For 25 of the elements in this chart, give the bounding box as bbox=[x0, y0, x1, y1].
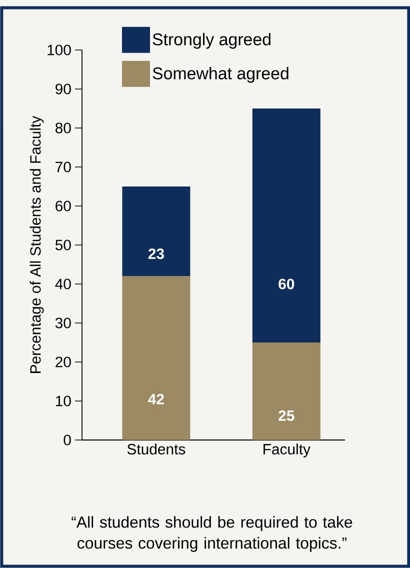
y-tick-label: 100 bbox=[48, 44, 71, 56]
legend-label: Somewhat agreed bbox=[152, 66, 288, 83]
y-tick-label: 60 bbox=[56, 200, 71, 212]
y-tick-label: 40 bbox=[55, 278, 71, 290]
bar bbox=[252, 342, 320, 440]
y-tick-label: 10 bbox=[56, 396, 71, 406]
y-tick-label: 20 bbox=[56, 356, 71, 368]
data-label: 42 bbox=[148, 394, 164, 404]
y-tick-label: 70 bbox=[56, 162, 71, 172]
y-tick-label: 30 bbox=[55, 318, 71, 328]
bar bbox=[122, 276, 190, 440]
x-tick-label: Faculty bbox=[263, 444, 310, 458]
data-label: 60 bbox=[278, 278, 294, 290]
bar bbox=[122, 186, 190, 276]
y-tick-label: 0 bbox=[64, 434, 71, 446]
y-tick-label: 90 bbox=[55, 84, 71, 94]
data-label: 25 bbox=[278, 410, 294, 421]
legend-label: Strongly agreed bbox=[152, 32, 270, 49]
y-tick-label: 50 bbox=[55, 240, 71, 250]
text: “All students should be required to take courses covering international topics.” bbox=[72, 516, 352, 552]
y-tick-label: 80 bbox=[55, 122, 71, 134]
bar bbox=[252, 108, 320, 342]
x-tick-label: Students bbox=[127, 444, 186, 454]
data-label: 23 bbox=[148, 248, 164, 260]
y-axis-title: Percentage of All Students and Faculty bbox=[30, 116, 44, 373]
